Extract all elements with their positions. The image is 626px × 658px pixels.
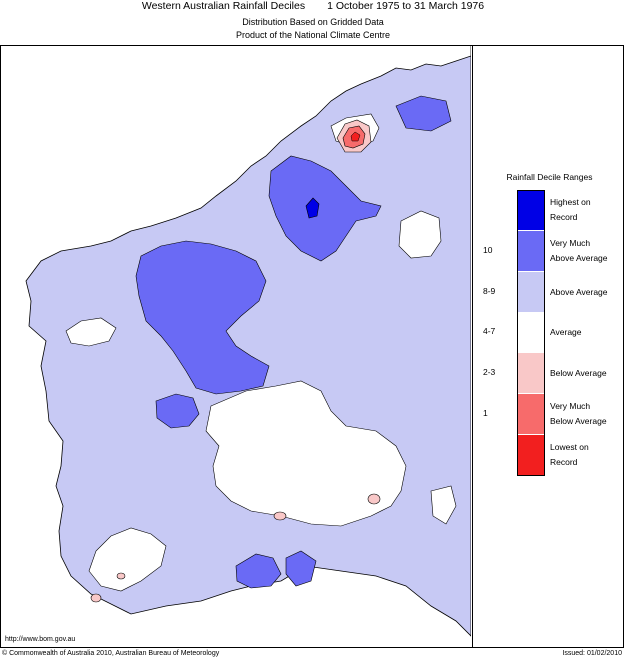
legend-label-line2: Above Average: [550, 252, 608, 263]
legend-item: 8-9 Above Average: [473, 271, 626, 312]
legend-label: Very Much Below Average: [550, 399, 624, 429]
legend-code: 1: [483, 408, 488, 418]
legend-item: 1 Very Much Below Average: [473, 394, 626, 434]
legend-label-line1: Above Average: [550, 286, 608, 297]
highest-on-record-region: [305, 197, 320, 219]
average-region-east: [398, 210, 442, 259]
legend-label: Above Average: [550, 285, 624, 300]
very-much-above-inland: [155, 393, 200, 429]
very-much-above-pilbara: [135, 240, 270, 395]
legend-label-line1: Very Much: [550, 401, 591, 411]
issued-date: Issued: 01/02/2010: [562, 650, 622, 657]
legend-code: 8-9: [483, 285, 496, 296]
legend-label-line1: Highest on: [550, 197, 591, 207]
legend-label-line1: Lowest on: [550, 441, 589, 452]
below-average-spot-2: [367, 493, 381, 505]
average-region-southwest: [88, 527, 167, 592]
below-average-spot-1: [273, 511, 287, 521]
legend-code: 4-7: [483, 326, 496, 337]
legend-label: Very Much Above Average: [550, 236, 624, 266]
legend-title: Rainfall Decile Ranges: [506, 172, 593, 182]
period-text: 1 October 1975 to 31 March 1976: [327, 0, 485, 12]
legend-label-line1: Average: [550, 327, 582, 338]
legend-label-line1: Below Average: [550, 368, 607, 379]
map-frame: [0, 45, 624, 648]
very-much-above-south: [235, 553, 282, 589]
below-average-spot-4: [116, 572, 126, 580]
legend-item: Lowest on Record: [473, 434, 626, 475]
legend-label: Lowest on Record: [550, 440, 624, 470]
legend-swatch: [517, 190, 545, 230]
legend-code: 2-3: [483, 367, 496, 378]
map-subtitle-distribution: Distribution Based on Gridded Data: [242, 17, 384, 27]
legend-item: 10 Very Much Above Average: [473, 230, 626, 271]
legend-divider: [472, 45, 473, 648]
website-link[interactable]: http://www.bom.gov.au: [5, 636, 76, 643]
legend-item: 2-3 Below Average: [473, 353, 626, 394]
legend-item: 4-7 Average: [473, 312, 626, 353]
legend-label-line2: Record: [550, 456, 578, 467]
map-subtitle-product: Product of the National Climate Centre: [235, 30, 391, 40]
lowest-on-record-north: [350, 131, 361, 142]
map-title: Western Australian Rainfall Deciles 1 Oct…: [0, 0, 626, 12]
average-region-southeast: [430, 485, 457, 525]
average-region-west: [65, 317, 117, 347]
legend-swatch-border: [517, 190, 545, 476]
legend-label: Below Average: [550, 366, 624, 381]
below-average-spot-3: [90, 593, 102, 603]
legend-label: Highest on Record: [550, 195, 624, 225]
legend-label-line2: Below Average: [550, 416, 607, 426]
copyright-notice: © Commonwealth of Australia 2010, Austra…: [2, 650, 220, 657]
title-text: Western Australian Rainfall Deciles: [141, 0, 306, 12]
very-much-above-east-strip: [395, 95, 452, 132]
legend-label-line2: Record: [550, 212, 578, 222]
rainfall-deciles-map: [25, 46, 471, 637]
legend-swatch: [517, 434, 545, 475]
legend-label-line1: Very Much: [550, 237, 591, 248]
very-much-above-kimberley: [268, 155, 382, 262]
legend-swatch: [517, 312, 545, 353]
average-region-south: [205, 380, 407, 527]
legend-item: Highest on Record: [473, 190, 626, 230]
legend-label: Average: [550, 325, 624, 340]
legend-code: 10: [483, 244, 493, 255]
very-much-above-southeast: [285, 550, 317, 587]
